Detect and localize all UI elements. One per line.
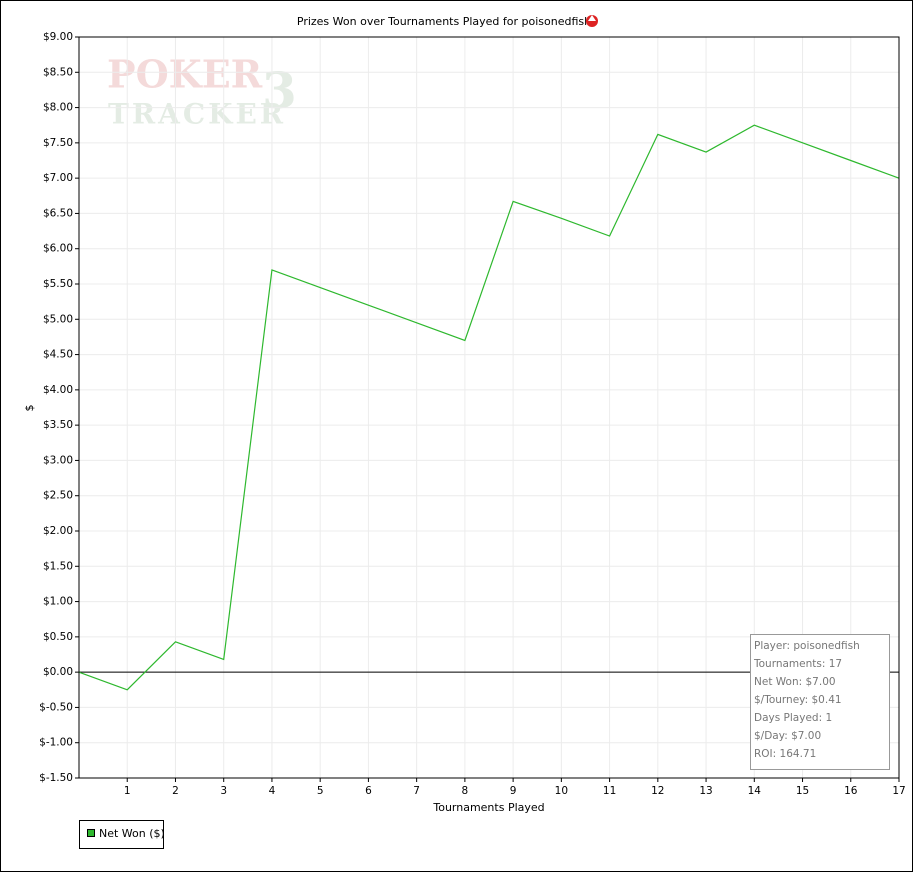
x-tick-label: 13 (699, 785, 712, 797)
stat-line: Net Won: $7.00 (754, 676, 836, 688)
x-tick-label: 7 (413, 785, 420, 797)
x-tick-label: 16 (844, 785, 858, 797)
y-tick-label: $5.00 (43, 313, 73, 325)
x-tick-label: 6 (365, 785, 372, 797)
x-tick-label: 11 (603, 785, 616, 797)
y-tick-label: $9.00 (43, 31, 73, 43)
legend-label: Net Won ($) (99, 827, 165, 840)
stat-line: Days Played: 1 (754, 712, 832, 724)
x-tick-label: 9 (510, 785, 517, 797)
y-tick-label: $-1.00 (39, 737, 73, 749)
y-tick-label: $3.50 (43, 419, 73, 431)
y-tick-label: $0.50 (43, 631, 73, 643)
y-axis-label: $ (23, 405, 36, 412)
x-tick-label: 17 (892, 785, 905, 797)
plot-border (78, 36, 900, 779)
watermark: TRACKER (108, 98, 286, 131)
y-tick-label: $6.50 (43, 207, 73, 219)
y-tick-label: $7.00 (43, 172, 73, 184)
x-tick-label: 3 (220, 785, 227, 797)
watermark: POKER (107, 52, 263, 97)
x-tick-label: 8 (462, 785, 469, 797)
y-tick-label: $-1.50 (39, 772, 73, 784)
y-tick-label: $8.00 (43, 102, 73, 114)
y-tick-label: $3.00 (43, 454, 73, 466)
y-tick-label: $4.50 (43, 349, 73, 361)
data-line (78, 124, 900, 691)
stat-line: Tournaments: 17 (753, 658, 842, 670)
stat-line: $/Day: $7.00 (754, 730, 821, 742)
x-tick-label: 5 (317, 785, 324, 797)
chart-title: Prizes Won over Tournaments Played for p… (297, 15, 591, 28)
x-tick-label: 2 (172, 785, 179, 797)
legend-swatch (87, 829, 95, 837)
x-tick-label: 14 (748, 785, 762, 797)
watermark: 3 (262, 61, 297, 120)
x-axis-label: Tournaments Played (432, 801, 544, 814)
stat-line: Player: poisonedfish (754, 640, 860, 652)
y-tick-label: $0.00 (43, 666, 73, 678)
y-tick-label: $7.50 (43, 137, 73, 149)
x-tick-label: 12 (651, 785, 664, 797)
y-tick-label: $5.50 (43, 278, 73, 290)
y-tick-label: $4.00 (43, 384, 73, 396)
y-tick-label: $8.50 (43, 66, 73, 78)
y-tick-label: $2.50 (43, 490, 73, 502)
spade-icon (586, 15, 598, 27)
x-tick-label: 10 (555, 785, 568, 797)
stat-line: $/Tourney: $0.41 (754, 694, 842, 706)
stats-box (750, 634, 890, 770)
y-tick-label: $1.50 (43, 560, 73, 572)
stat-line: ROI: 164.71 (754, 748, 816, 760)
y-tick-label: $-0.50 (39, 701, 73, 713)
y-tick-label: $1.00 (43, 596, 73, 608)
y-tick-label: $2.00 (43, 525, 73, 537)
x-tick-label: 4 (269, 785, 276, 797)
x-tick-label: 15 (796, 785, 809, 797)
y-tick-label: $6.00 (43, 243, 73, 255)
x-tick-label: 1 (124, 785, 131, 797)
